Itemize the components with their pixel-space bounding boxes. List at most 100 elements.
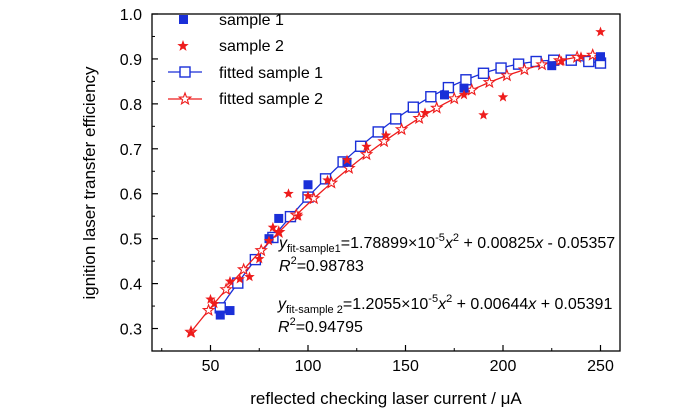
point-sample-1	[225, 306, 235, 316]
x-axis-title: reflected checking laser current / μA	[250, 389, 522, 408]
x-tick-label: 150	[392, 358, 419, 375]
eq1-b: + 0.00825	[459, 235, 535, 252]
point-sample-2	[419, 107, 431, 118]
point-sample-2	[380, 129, 392, 140]
point-sample-1	[459, 83, 469, 93]
eq1-y: y	[278, 235, 288, 252]
point-sample-1	[596, 52, 605, 62]
fit-marker-star	[201, 303, 216, 317]
point-sample-2	[205, 293, 216, 304]
fit-equation-2-text: yfit-sample 2=1.2055×10-5x2 + 0.00644x +…	[277, 293, 612, 316]
legend-item-sample-1: sample 1	[179, 12, 284, 29]
fit-equation-1-text: yfit-sample1=1.78899×10-5x2 + 0.00825x -…	[278, 232, 615, 255]
point-sample-2	[458, 89, 470, 100]
fit-marker-star	[482, 75, 497, 89]
fit-marker-square	[583, 55, 595, 68]
fit-marker-star	[236, 262, 251, 276]
y-axis-title: ignition laser transfer efficiency	[80, 66, 99, 300]
r2-1-power: 2	[291, 255, 297, 267]
fit-marker-square	[495, 62, 507, 74]
legend-marker-star	[177, 40, 189, 51]
eq1-subscript: fit-sample1	[287, 243, 341, 255]
point-sample-2	[361, 141, 372, 151]
eq1-exponent: -5	[435, 232, 445, 244]
point-sample-2	[267, 221, 279, 232]
point-sample-1	[440, 90, 449, 100]
point-sample-2	[254, 253, 265, 264]
eq1-x2: x	[534, 235, 544, 252]
fit-marker-square	[372, 126, 384, 138]
y-tick-label: 0.8	[120, 97, 142, 114]
plot-frame	[151, 13, 621, 352]
r2-1-label: R	[279, 258, 291, 275]
eq1-main: =1.78899×10	[341, 235, 435, 252]
point-sample-2	[556, 55, 567, 66]
point-sample-1	[274, 213, 284, 223]
legend-marker-open-square	[179, 66, 191, 78]
eq1-c: - 0.05357	[543, 235, 615, 252]
eq2-exponent: -5	[428, 293, 438, 305]
fit-marker-star	[377, 134, 391, 148]
eq1-x-power: 2	[453, 232, 459, 244]
fit-marker-square	[425, 91, 437, 103]
r2-2-label: R	[278, 319, 290, 336]
fit-marker-square	[407, 101, 419, 113]
data-points	[185, 26, 606, 338]
point-sample-2	[478, 109, 489, 120]
fit-marker-star	[254, 243, 268, 257]
eq2-subscript: fit-sample 2	[286, 304, 343, 316]
point-sample-1	[215, 310, 225, 320]
legend-item-sample-2: sample 2	[177, 38, 284, 55]
fit-marker-star	[517, 62, 532, 76]
fit-marker-star	[394, 122, 409, 136]
fit-equation-1: yfit-sample1=1.78899×10-5x2 + 0.00825x -…	[278, 232, 615, 275]
y-tick-label: 0.9	[120, 52, 142, 69]
y-tick-label: 0.4	[120, 277, 142, 294]
point-sample-2	[302, 190, 314, 201]
point-sample-2	[293, 210, 304, 221]
eq2-main: =1.2055×10	[343, 296, 429, 313]
fit-r2-1: R2=0.98783	[279, 255, 364, 275]
fit-marker-star	[412, 111, 426, 125]
r2-2-power: 2	[290, 316, 296, 328]
fit-marker-square	[460, 74, 472, 86]
point-sample-1	[303, 180, 313, 190]
legend-marker-filled-square	[179, 15, 188, 24]
fit-marker-star	[359, 147, 374, 161]
fit-equation-2: yfit-sample 2=1.2055×10-5x2 + 0.00644x +…	[277, 293, 612, 336]
point-sample-2	[263, 235, 275, 246]
legend-label-sample-2: sample 2	[219, 38, 284, 55]
point-sample-2	[322, 174, 333, 185]
fit-marker-star	[447, 91, 461, 105]
legend-item-fitted-sample-1: fitted sample 1	[168, 65, 323, 82]
eq2-y: y	[277, 296, 287, 313]
x-tick-label: 250	[587, 358, 614, 375]
y-tick-label: 0.6	[120, 187, 142, 204]
point-sample-2	[273, 226, 284, 237]
point-sample-2	[224, 275, 236, 286]
eq1-x: x	[444, 235, 454, 252]
point-sample-2	[595, 26, 606, 37]
legend-marker-open-star	[177, 91, 193, 106]
fit-marker-star	[535, 57, 549, 71]
fit-marker-star	[500, 68, 514, 82]
point-sample-2	[185, 327, 197, 338]
fit-marker-square	[477, 67, 490, 79]
y-tick-label: 0.5	[120, 232, 142, 249]
fit-r2-2: R2=0.94795	[278, 316, 363, 336]
eq2-x: x	[437, 296, 447, 313]
point-sample-2	[497, 91, 509, 102]
fit-marker-square	[512, 58, 525, 70]
x-tick-label: 50	[202, 358, 220, 375]
legend-label-sample-1: sample 1	[219, 12, 284, 29]
point-sample-2	[244, 271, 255, 282]
point-sample-2	[234, 273, 245, 284]
legend-label-fitted-sample-2: fitted sample 2	[219, 91, 323, 108]
point-sample-2	[575, 51, 587, 62]
eq2-x2: x	[527, 296, 537, 313]
eq2-c: + 0.05391	[536, 296, 612, 313]
point-sample-2	[283, 188, 294, 199]
r2-2-value: =0.94795	[296, 319, 363, 336]
fit-marker-star	[219, 282, 233, 296]
